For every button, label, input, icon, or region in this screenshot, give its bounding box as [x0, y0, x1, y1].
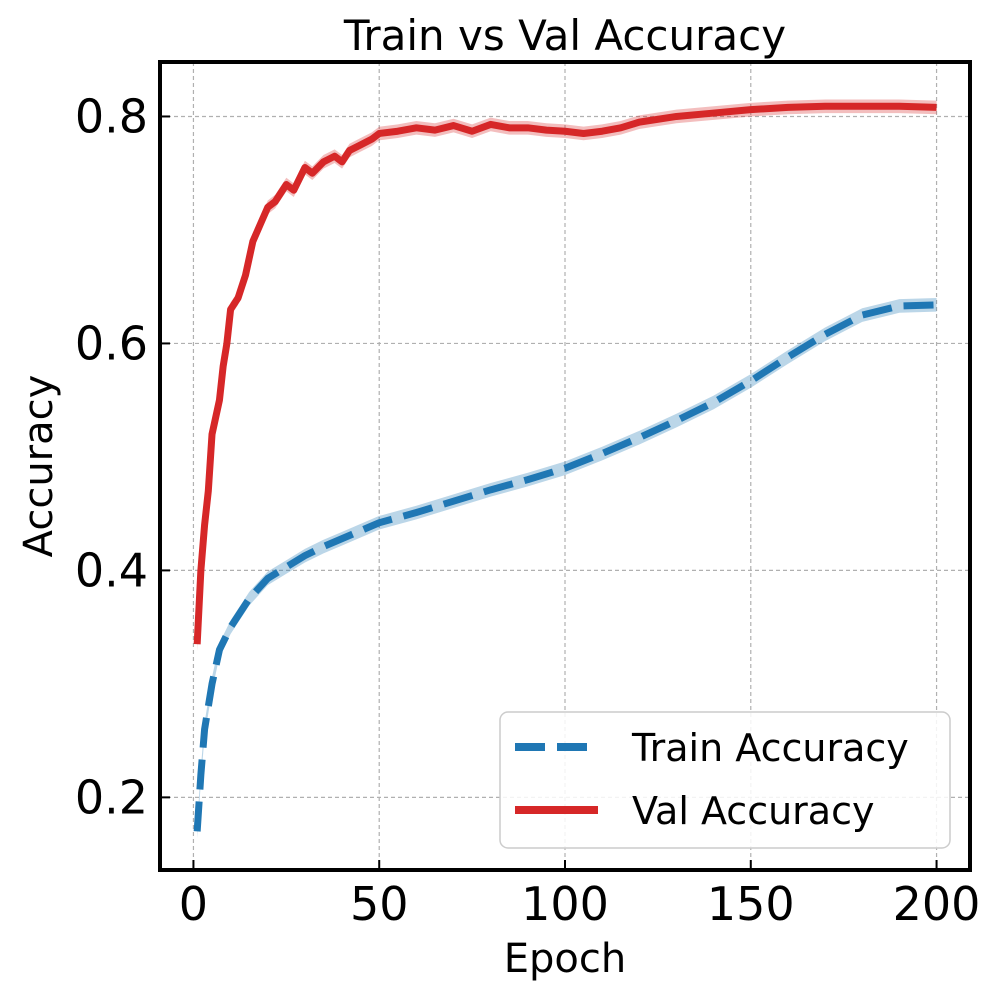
band-val	[197, 99, 937, 651]
x-tick-label: 50	[350, 877, 409, 931]
ticks: 0 50 100 150 200 0.2 0.4 0.6 0.8	[75, 89, 981, 931]
y-tick-label: 0.4	[75, 543, 148, 597]
legend: Train Accuracy Val Accuracy	[499, 711, 951, 849]
line-val	[193, 102, 937, 645]
x-tick-label: 100	[521, 877, 609, 931]
legend-train-label: Train Accuracy	[631, 726, 909, 770]
y-tick-label: 0.8	[75, 89, 148, 143]
x-axis-label: Epoch	[504, 936, 626, 982]
chart-title: Train vs Val Accuracy	[343, 11, 786, 60]
x-tick-label: 0	[179, 877, 208, 931]
y-axis-label: Accuracy	[16, 375, 62, 558]
y-tick-label: 0.2	[75, 770, 148, 824]
line-train	[193, 301, 937, 832]
y-tick-label: 0.6	[75, 316, 148, 370]
series-layer	[193, 99, 937, 839]
legend-box	[499, 711, 951, 849]
x-tick-label: 150	[707, 877, 795, 931]
legend-val-label: Val Accuracy	[632, 789, 874, 833]
x-tick-label: 200	[893, 877, 981, 931]
